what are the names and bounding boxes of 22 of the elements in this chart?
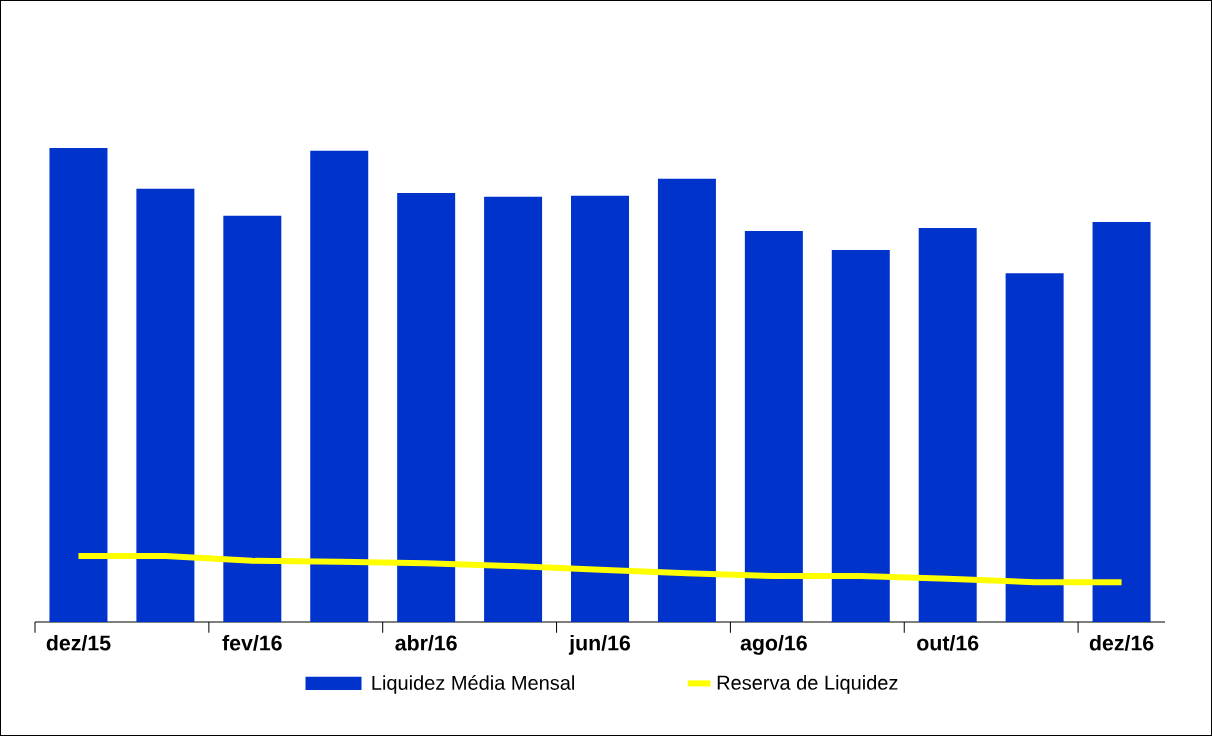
x-tick-label: dez/15 xyxy=(46,634,111,651)
bar xyxy=(484,196,543,622)
x-tick-label: fev/16 xyxy=(222,634,282,651)
bar xyxy=(136,188,195,622)
x-tick-label: dez/16 xyxy=(1089,634,1154,651)
legend-label: Reserva de Liquidez xyxy=(717,675,898,694)
bar xyxy=(571,195,630,622)
bar xyxy=(1092,221,1151,622)
x-tick-label: abr/16 xyxy=(395,634,457,651)
legend-label: Liquidez Média Mensal xyxy=(372,675,574,694)
bar xyxy=(397,193,456,622)
bar xyxy=(918,228,977,622)
x-tick-label: out/16 xyxy=(917,634,979,651)
bar xyxy=(310,150,369,622)
bar xyxy=(223,215,282,622)
bar xyxy=(1005,273,1064,622)
x-tick-label: jun/16 xyxy=(568,634,631,655)
bar xyxy=(657,178,716,622)
bar xyxy=(49,148,108,622)
bar xyxy=(831,249,890,622)
x-tick-label: ago/16 xyxy=(740,634,807,655)
bar xyxy=(744,230,803,622)
